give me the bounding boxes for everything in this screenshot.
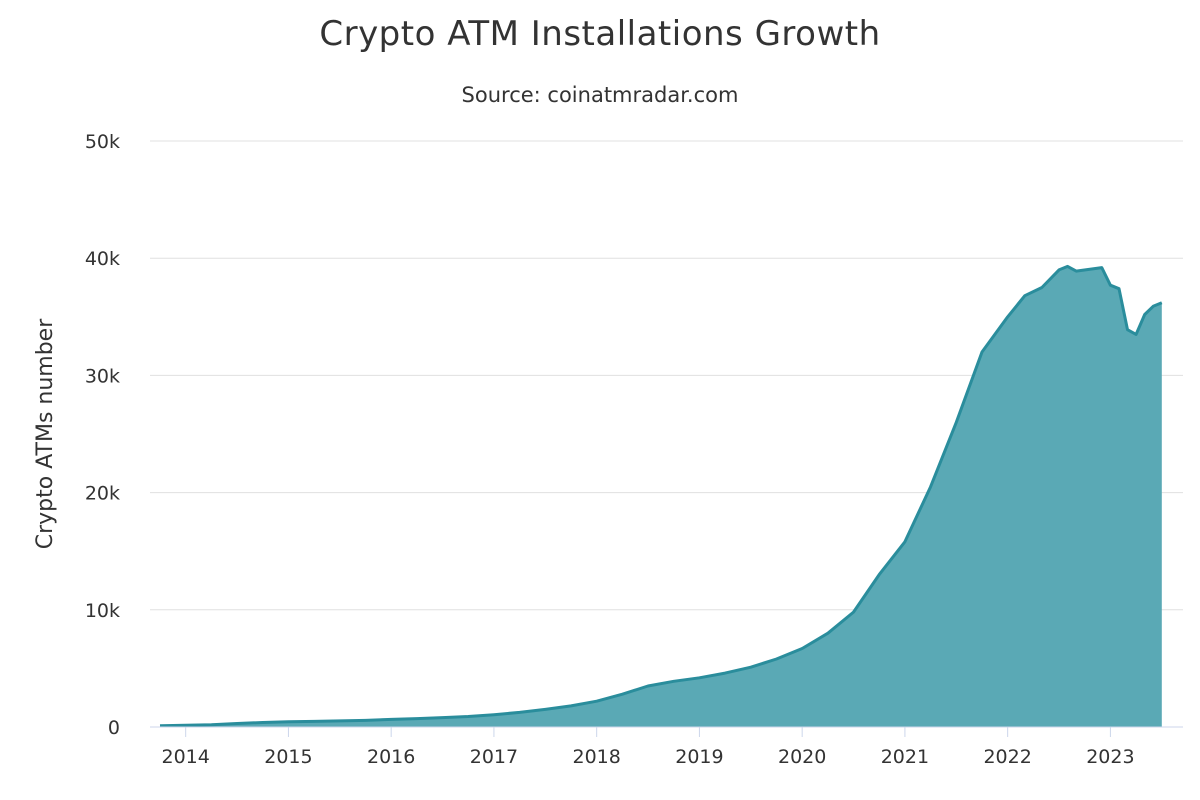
x-tick-label: 2017 — [470, 746, 518, 768]
y-tick-label: 0 — [108, 717, 120, 739]
x-tick-label: 2020 — [778, 746, 826, 768]
y-tick-label: 10k — [85, 600, 120, 622]
y-tick-label: 30k — [85, 365, 120, 387]
x-tick-label: 2016 — [367, 746, 415, 768]
y-tick-label: 50k — [85, 131, 120, 153]
x-tick-label: 2019 — [675, 746, 723, 768]
series-area — [159, 264, 1163, 728]
x-tick-label: 2022 — [983, 746, 1031, 768]
series-line — [159, 264, 1163, 728]
x-tick-label: 2023 — [1086, 746, 1134, 768]
area-fill — [160, 266, 1162, 727]
y-tick-label: 20k — [85, 483, 120, 505]
x-axis: 2014 2015 2016 2017 2018 2019 2020 2021 2022 2023 — [150, 726, 1183, 768]
y-axis: 0 10k 20k 30k 40k 50k — [85, 131, 120, 739]
x-tick-label: 2021 — [881, 746, 929, 768]
chart-title: Crypto ATM Installations Growth — [319, 14, 881, 54]
x-tick-label: 2014 — [162, 746, 210, 768]
chart-subtitle: Source: coinatmradar.com — [461, 83, 739, 107]
x-tick-label: 2018 — [572, 746, 620, 768]
x-tick-label: 2015 — [264, 746, 312, 768]
y-axis-label: Crypto ATMs number — [33, 318, 58, 550]
y-tick-label: 40k — [85, 248, 120, 270]
